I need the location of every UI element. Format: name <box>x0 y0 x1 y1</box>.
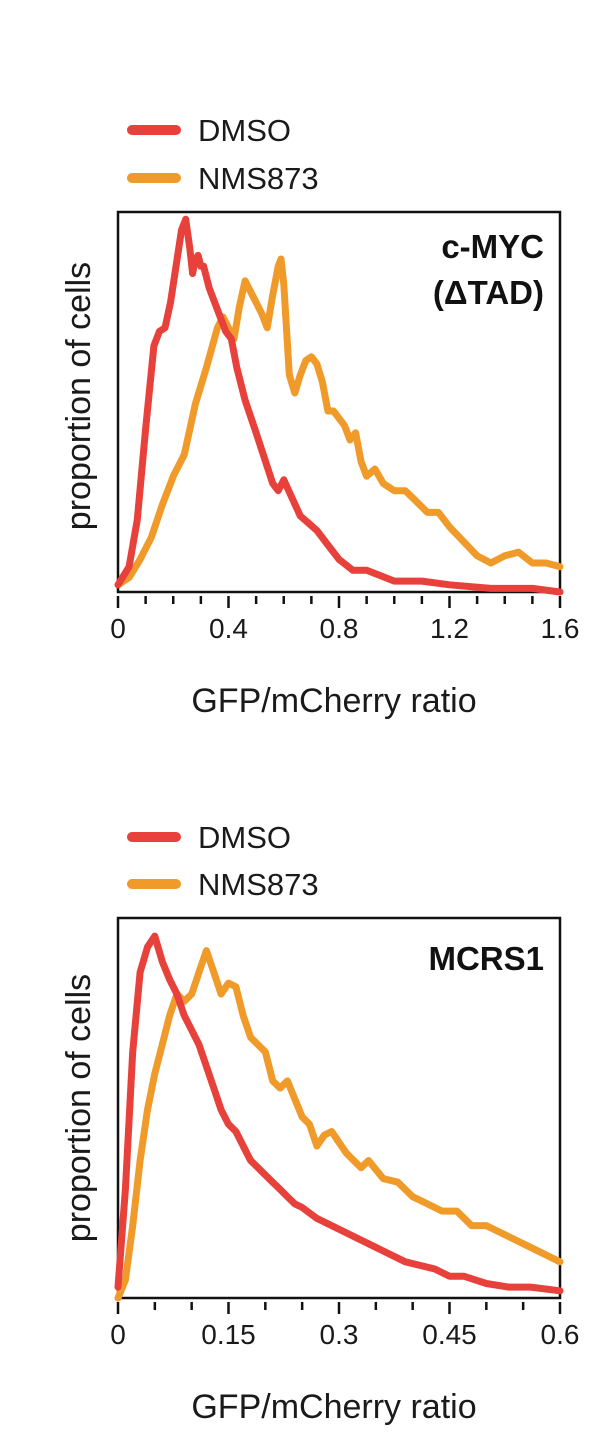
x-axis-label: GFP/mCherry ratio <box>191 1388 476 1426</box>
plot-frame <box>116 916 562 1300</box>
x-tick-label: 0.4 <box>209 613 248 644</box>
chart-title-line-2: (ΔTAD) <box>433 274 544 311</box>
y-axis-label: proportion of cells <box>60 262 98 530</box>
x-tick-label: 0.8 <box>320 613 359 644</box>
chart-title: MCRS1 <box>428 940 544 977</box>
x-tick-label: 0.3 <box>320 1319 359 1350</box>
chart-panel-mcrs1: DMSO NMS873 proportion of cells 0 0.15 0.3… <box>60 820 579 1426</box>
series-layer <box>114 215 564 596</box>
series-layer <box>114 932 564 1302</box>
chart-title-line-1: c-MYC <box>441 228 544 265</box>
x-axis-label: GFP/mCherry ratio <box>191 682 476 720</box>
legend-label-dmso: DMSO <box>198 113 291 148</box>
x-axis-ticks: 0 0.4 0.8 1.2 1.6 <box>110 596 579 644</box>
legend-label-nms873: NMS873 <box>198 867 319 902</box>
x-tick-label: 0 <box>110 613 126 644</box>
series-line-nms873 <box>114 947 564 1302</box>
x-tick-label: 1.2 <box>430 613 469 644</box>
series-line-dmso <box>114 215 564 596</box>
x-tick-label: 1.6 <box>541 613 580 644</box>
x-tick-label: 0.6 <box>541 1319 580 1350</box>
series-line-nms873 <box>114 255 564 589</box>
legend-label-nms873: NMS873 <box>198 161 319 196</box>
legend: DMSO NMS873 <box>127 820 319 902</box>
x-tick-label: 0 <box>110 1319 126 1350</box>
legend: DMSO NMS873 <box>127 113 319 196</box>
x-tick-label: 0.15 <box>201 1319 256 1350</box>
series-line-dmso <box>114 932 564 1295</box>
plot-frame <box>116 210 562 594</box>
y-axis-label: proportion of cells <box>60 974 98 1242</box>
x-tick-label: 0.45 <box>422 1319 477 1350</box>
chart-panel-cmyc: DMSO NMS873 proportion of cells 0 0.4 0.8 1… <box>60 113 579 720</box>
x-axis-ticks: 0 0.15 0.3 0.45 0.6 <box>110 1302 579 1350</box>
legend-label-dmso: DMSO <box>198 820 291 855</box>
